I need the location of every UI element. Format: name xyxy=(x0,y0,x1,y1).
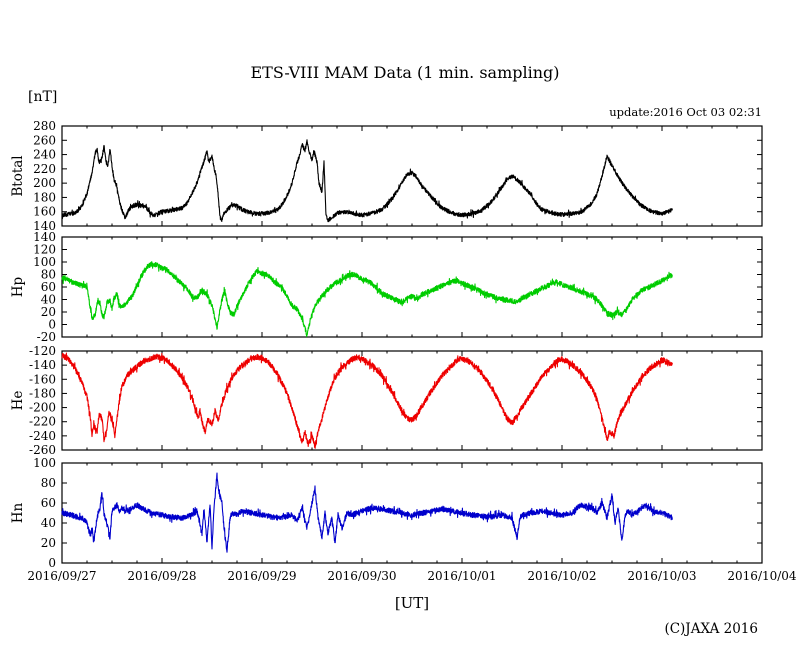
y-tick-label: 40 xyxy=(41,293,56,307)
trace-hp xyxy=(61,261,673,338)
y-tick-label: 240 xyxy=(33,148,56,162)
x-tick-label: 2016/09/27 xyxy=(27,569,96,583)
y-tick-label: 0 xyxy=(48,318,56,332)
x-axis-label: [UT] xyxy=(394,594,430,612)
y-tick-label: -20 xyxy=(37,330,56,344)
panel-frame-hp xyxy=(61,236,763,338)
y-tick-label: 160 xyxy=(33,205,56,219)
trace-he xyxy=(61,352,673,449)
y-tick-label: 40 xyxy=(41,516,56,530)
chart-title: ETS-VIII MAM Data (1 min. sampling) xyxy=(250,63,560,82)
panel-ylabel-hp: Hp xyxy=(10,277,26,297)
x-tick-label: 2016/10/04 xyxy=(727,569,797,583)
panel-ylabel-he: He xyxy=(10,391,26,411)
copyright-label: (C)JAXA 2016 xyxy=(664,621,758,637)
y-tick-label: -120 xyxy=(29,344,56,358)
y-tick-label: 220 xyxy=(33,162,56,176)
y-tick-label: -200 xyxy=(29,401,56,415)
y-tick-label: 20 xyxy=(41,536,56,550)
y-tick-label: 100 xyxy=(33,255,56,269)
panel-ylabel-hn: Hn xyxy=(10,502,26,523)
y-tick-label: 0 xyxy=(48,556,56,570)
y-tick-label: 180 xyxy=(33,190,56,204)
y-tick-label: -180 xyxy=(29,386,56,400)
y-tick-label: 200 xyxy=(33,176,56,190)
y-tick-label: 260 xyxy=(33,133,56,147)
trace-btotal xyxy=(61,139,673,223)
trace-hn xyxy=(61,472,673,553)
y-tick-label: 140 xyxy=(33,219,56,233)
y-unit-label: [nT] xyxy=(28,89,58,105)
y-tick-label: -220 xyxy=(29,415,56,429)
y-tick-label: 60 xyxy=(41,496,56,510)
y-tick-label: -140 xyxy=(29,358,56,372)
update-timestamp: update:2016 Oct 03 02:31 xyxy=(609,105,762,119)
y-tick-label: 20 xyxy=(41,305,56,319)
x-tick-label: 2016/10/01 xyxy=(427,569,496,583)
y-tick-label: -160 xyxy=(29,372,56,386)
y-tick-label: 140 xyxy=(33,230,56,244)
y-tick-label: 100 xyxy=(33,456,56,470)
x-tick-label: 2016/09/30 xyxy=(327,569,396,583)
panel-ylabel-btotal: Btotal xyxy=(10,155,26,196)
y-tick-label: 120 xyxy=(33,243,56,257)
y-tick-label: -260 xyxy=(29,443,56,457)
x-tick-label: 2016/10/03 xyxy=(627,569,696,583)
x-tick-label: 2016/09/29 xyxy=(227,569,296,583)
x-tick-label: 2016/10/02 xyxy=(527,569,596,583)
y-tick-label: -240 xyxy=(29,429,56,443)
y-tick-label: 80 xyxy=(41,268,56,282)
y-tick-label: 280 xyxy=(33,119,56,133)
x-tick-label: 2016/09/28 xyxy=(127,569,196,583)
y-tick-label: 60 xyxy=(41,280,56,294)
y-tick-label: 80 xyxy=(41,476,56,490)
